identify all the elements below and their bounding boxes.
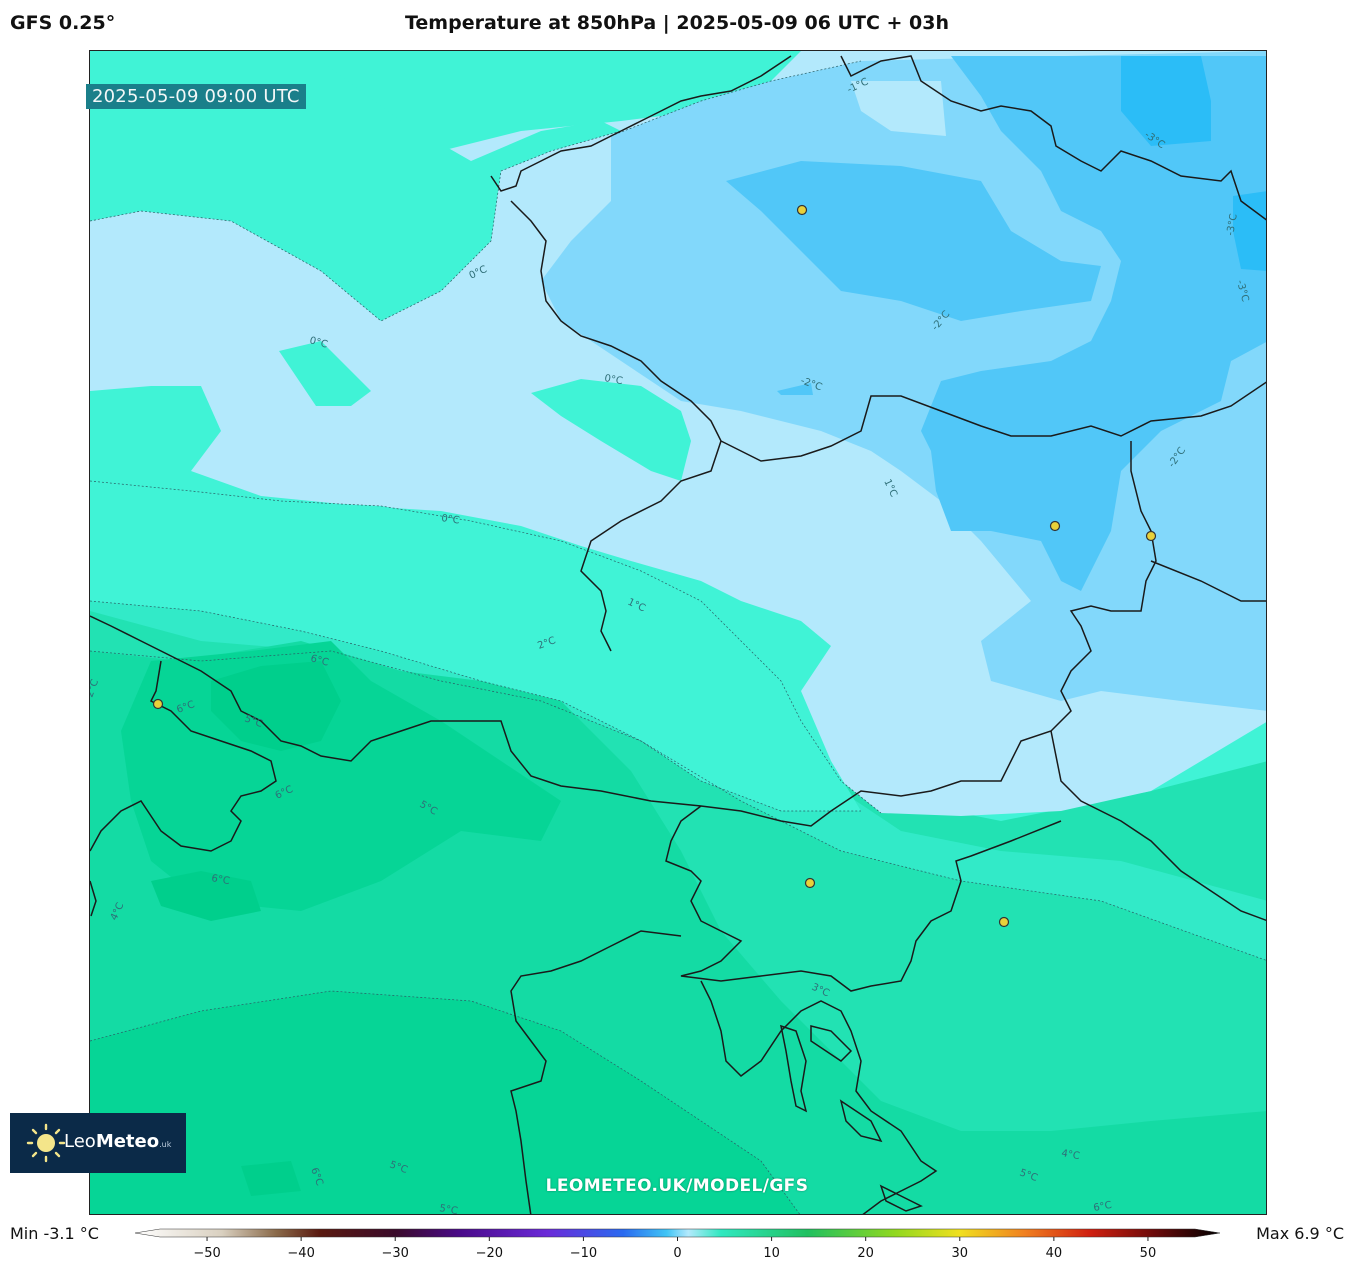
contour-label: 5°C [438,1203,458,1215]
border-c [580,440,722,652]
colorbar-ramp [134,1228,1221,1238]
border-i [90,660,277,852]
contour-4c [90,990,800,1214]
band-0-1-pocket [851,81,946,136]
max-label: Max 6.9 °C [1256,1224,1344,1243]
sun-icon [26,1123,66,1163]
colorbar: −50 −40 −30 −20 −10 0 10 20 30 40 50 [134,1228,1221,1261]
map-frame: -1°C -3°C -3°C -3°C 0°C 0°C 0°C 0°C -2°C… [89,50,1267,1215]
colorbar-tick-label: −20 [476,1246,503,1261]
city-marker [1049,520,1061,532]
coast-adriatic [510,930,682,1214]
colorbar-tick-label: 0 [673,1246,681,1261]
band-1-2-island-d [90,386,861,811]
contour-label: 0°C [308,335,329,350]
country-borders [90,55,1266,1214]
colorbar-tick-label: 50 [1140,1246,1157,1261]
contour-minus1c [610,60,862,137]
band-below-minus2-b [1233,191,1266,271]
temperature-map: -1°C -3°C -3°C -3°C 0°C 0°C 0°C 0°C -2°C… [90,51,1266,1215]
contour-label-group: -1°C -3°C -3°C -3°C 0°C 0°C 0°C 0°C -2°C… [90,76,1250,1215]
border-g [1050,730,1266,922]
colorbar-tick-label: 30 [951,1246,968,1261]
city-marker [152,698,164,710]
contour-0c-north [90,130,622,322]
band-1-2-island-c [531,379,691,481]
island-c [839,1099,883,1143]
border-f [1150,560,1266,602]
band-6-7-b [151,871,261,921]
contour-label: 2°C [90,678,101,699]
band-1-2-island-b [279,341,371,406]
contour-lines [90,60,1266,1214]
colorbar-tick-label: −10 [570,1246,597,1261]
contour-0c-south [90,480,882,814]
border-d [840,55,1266,221]
contour-label: 4°C [1060,1148,1080,1162]
colorbar-ticks: −50 −40 −30 −20 −10 0 10 20 30 40 50 [193,1237,1156,1261]
border-a [490,55,792,192]
city-marker [1145,530,1157,542]
border-e [90,441,1157,827]
border-b [510,200,1266,462]
leometeo-logo[interactable]: LeoMeteo.uk [10,1113,186,1173]
band-minus2-minus1-b [921,56,1266,591]
coast-east [700,980,938,1214]
band-6-7 [211,661,341,751]
island-a [780,1024,808,1113]
contour-1c [90,600,861,812]
chart-title: Temperature at 850hPa | 2025-05-09 06 UT… [404,12,950,34]
logo-wordmark: LeoMeteo.uk [64,1131,172,1152]
valid-time-badge: 2025-05-09 09:00 UTC [86,84,306,109]
band-1-2-island-a [90,51,621,321]
contour-label: -3°C [1225,213,1240,237]
min-label: Min -3.1 °C [10,1224,99,1243]
site-url[interactable]: LEOMETEO.UK/MODEL/GFS [545,1176,809,1196]
contour-label: 0°C [603,373,623,387]
colorbar-tick-label: 40 [1046,1246,1063,1261]
contour-label: 6°C [309,653,330,668]
colorbar-tick-label: −30 [382,1246,409,1261]
border-west [90,880,97,917]
city-markers [152,204,1157,928]
contour-2c [90,650,1266,961]
contour-label: 6°C [1093,1200,1113,1214]
contour-label: -3°C [1234,279,1250,303]
island-d [879,1184,923,1212]
border-h [665,805,1062,992]
colorbar-tick-label: −40 [287,1246,314,1261]
band-below-minus2 [1121,56,1211,146]
colorbar-tick-label: 10 [763,1246,780,1261]
model-label: GFS 0.25° [10,12,116,34]
contour-label: 6°C [210,873,230,887]
city-marker [796,204,808,216]
band-minus2-small [777,383,813,395]
colorbar-tick-label: 20 [857,1246,874,1261]
contour-label: 0°C [441,513,461,526]
band-4-5-b [90,991,800,1214]
city-marker [998,916,1010,928]
band-6-7-c [241,1161,301,1196]
city-marker [804,877,816,889]
colorbar-tick-label: −50 [193,1246,220,1261]
band-minus2-minus1-a [726,161,1101,321]
island-b [810,1025,853,1062]
